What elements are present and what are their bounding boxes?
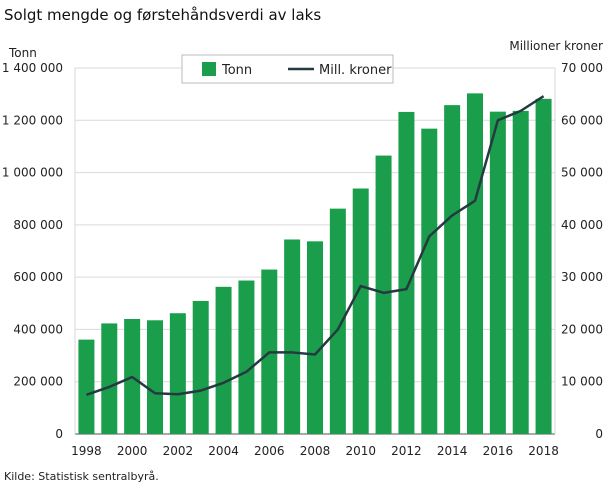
bar-2011 (375, 155, 392, 435)
left-y-tick-label: 0 (55, 427, 63, 441)
x-tick-label: 2000 (117, 444, 148, 458)
source-note: Kilde: Statistisk sentralbyrå. (4, 470, 159, 483)
bar-2012 (398, 111, 415, 435)
line-series-mill-kroner (86, 95, 545, 396)
legend: Tonn Mill. kroner (181, 54, 394, 84)
bar-2007 (284, 239, 301, 434)
bar-2001 (147, 320, 163, 434)
left-y-tick-label: 1 200 000 (2, 113, 63, 127)
bar-2016 (489, 111, 506, 434)
bar-2013 (421, 128, 438, 434)
x-tick-label: 2016 (483, 444, 514, 458)
bar-1998 (78, 339, 95, 434)
bar-2005 (238, 280, 255, 434)
bar-2002 (169, 313, 186, 434)
x-tick-label: 2014 (437, 444, 468, 458)
x-tick-label: 2012 (391, 444, 422, 458)
bar-2014 (444, 105, 461, 434)
legend-label-tonn: Tonn (221, 63, 252, 78)
right-y-tick-label: 40 000 (561, 218, 603, 232)
x-tick-label: 2010 (345, 444, 376, 458)
left-y-tick-label: 1 400 000 (2, 61, 63, 75)
left-y-tick-label: 200 000 (13, 375, 63, 389)
x-tick-label: 2018 (528, 444, 559, 458)
right-y-ticks: 0 10 000 20 000 30 000 40 000 50 000 60 000 70 … (561, 61, 603, 441)
bar-series-tonn (78, 93, 552, 435)
bar-2015 (467, 93, 483, 434)
bar-2003 (192, 300, 209, 434)
right-y-tick-label: 10 000 (561, 375, 603, 389)
right-y-tick-label: 70 000 (561, 61, 603, 75)
x-tick-label: 2006 (254, 444, 285, 458)
right-y-tick-label: 0 (595, 427, 603, 441)
legend-box (181, 54, 394, 84)
left-y-tick-label: 600 000 (13, 270, 63, 284)
bar-2010 (352, 188, 369, 434)
x-tick-label: 1998 (71, 444, 102, 458)
x-tick-label: 2008 (300, 444, 331, 458)
bar-2009 (329, 208, 346, 434)
right-y-tick-label: 50 000 (561, 166, 603, 180)
left-y-tick-label: 1 000 000 (2, 166, 63, 180)
left-y-ticks: 0 200 000 400 000 600 000 800 000 1 000 000 1 … (2, 61, 63, 441)
right-y-tick-label: 60 000 (561, 113, 603, 127)
bar-2018 (535, 98, 552, 434)
chart-title: Solgt mengde og førstehåndsverdi av laks (4, 6, 322, 24)
left-y-tick-label: 800 000 (13, 218, 63, 232)
legend-swatch-tonn (202, 62, 216, 76)
right-y-tick-label: 30 000 (561, 270, 603, 284)
left-y-tick-label: 400 000 (13, 322, 63, 336)
bar-1999 (101, 323, 118, 434)
x-tick-label: 2002 (163, 444, 194, 458)
line-mill-kroner (86, 95, 545, 396)
bar-2017 (512, 110, 529, 435)
right-y-tick-label: 20 000 (561, 322, 603, 336)
legend-label-mill-kroner: Mill. kroner (319, 63, 392, 78)
left-axis-label: Tonn (8, 46, 37, 60)
x-ticks: 1998 2000 2002 2004 2006 2008 2010 2012 2014 2016… (71, 444, 559, 458)
bar-2008 (307, 241, 323, 434)
x-tick-label: 2004 (208, 444, 239, 458)
bar-2004 (215, 286, 232, 434)
right-axis-label: Millioner kroner (509, 39, 603, 53)
